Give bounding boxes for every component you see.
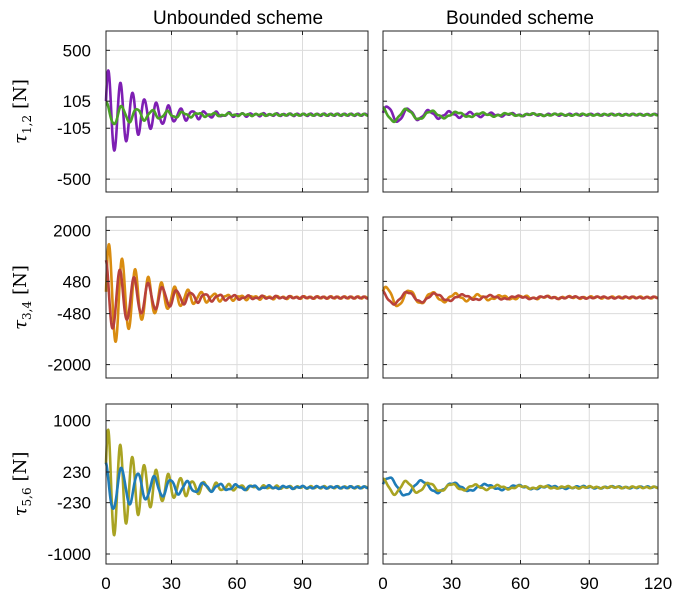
x-tick-label: 90 <box>580 574 599 593</box>
series-line-olive <box>382 477 659 497</box>
y-tick-label: -230 <box>57 494 91 513</box>
x-tick-label: 30 <box>442 574 461 593</box>
y-tick-label: 105 <box>63 92 91 111</box>
series-line-green <box>382 106 659 124</box>
panel-r0-c0: -500 -105 105 500 <box>57 30 369 193</box>
x-tick-label: 90 <box>293 574 312 593</box>
row-labels: τ1,2[N]τ3,4[N]τ5,6[N] <box>10 79 34 516</box>
grid <box>106 31 368 192</box>
y-tick-label: 230 <box>63 463 91 482</box>
y-tick-label: -2000 <box>48 356 91 375</box>
row-label-subscript: 3,4 <box>20 301 34 320</box>
series-line-blue <box>104 462 369 511</box>
row-label-unit: [N] <box>10 452 31 482</box>
grid <box>383 31 659 192</box>
row-label-symbol: τ <box>10 133 31 144</box>
panel-r1-c1 <box>381 216 659 379</box>
series-line-red <box>104 259 369 330</box>
row-label-2: τ5,6 [N] <box>10 452 34 517</box>
x-tick-label: 60 <box>228 574 247 593</box>
row-label-0: τ1,2 [N] <box>10 79 34 144</box>
x-tick-label: 0 <box>101 574 110 593</box>
panel-r2-c0: -1000 -230 230 1000 0 30 60 90 <box>48 403 369 593</box>
column-title-bounded: Bounded scheme <box>446 8 594 29</box>
row-label-symbol: τ <box>10 319 31 330</box>
column-title-unbounded: Unbounded scheme <box>153 8 323 29</box>
row-label-1: τ3,4 [N] <box>10 265 34 330</box>
y-tick-label: 2000 <box>53 221 91 240</box>
panel-r2-c1: 0 30 60 90 120 <box>378 403 672 593</box>
panels: -500 -105 105 500 -2000 -480 480 2000 -1000 -230 2… <box>48 30 672 593</box>
y-tick-label: 1000 <box>53 412 91 431</box>
y-tick-label: -105 <box>57 119 91 138</box>
row-label-subscript: 5,6 <box>20 487 34 506</box>
row-label-unit: [N] <box>10 265 31 295</box>
x-tick-label: 60 <box>511 574 530 593</box>
y-tick-label: -480 <box>57 305 91 324</box>
row-label-symbol: τ <box>10 505 31 516</box>
x-tick-label: 30 <box>162 574 181 593</box>
x-tick-label: 0 <box>378 574 387 593</box>
y-tick-label: 480 <box>63 272 91 291</box>
y-tick-label: -500 <box>57 170 91 189</box>
y-tick-label: -1000 <box>48 545 91 564</box>
panel-r1-c0: -2000 -480 480 2000 <box>48 216 369 379</box>
series-line-red <box>382 290 659 306</box>
y-tick-label: 500 <box>63 41 91 60</box>
grid <box>383 404 659 564</box>
panel-r0-c1 <box>381 30 659 193</box>
row-label-unit: [N] <box>10 79 31 109</box>
series-line-green <box>105 101 369 126</box>
row-label-subscript: 1,2 <box>20 115 34 134</box>
x-tick-label: 120 <box>644 574 672 593</box>
